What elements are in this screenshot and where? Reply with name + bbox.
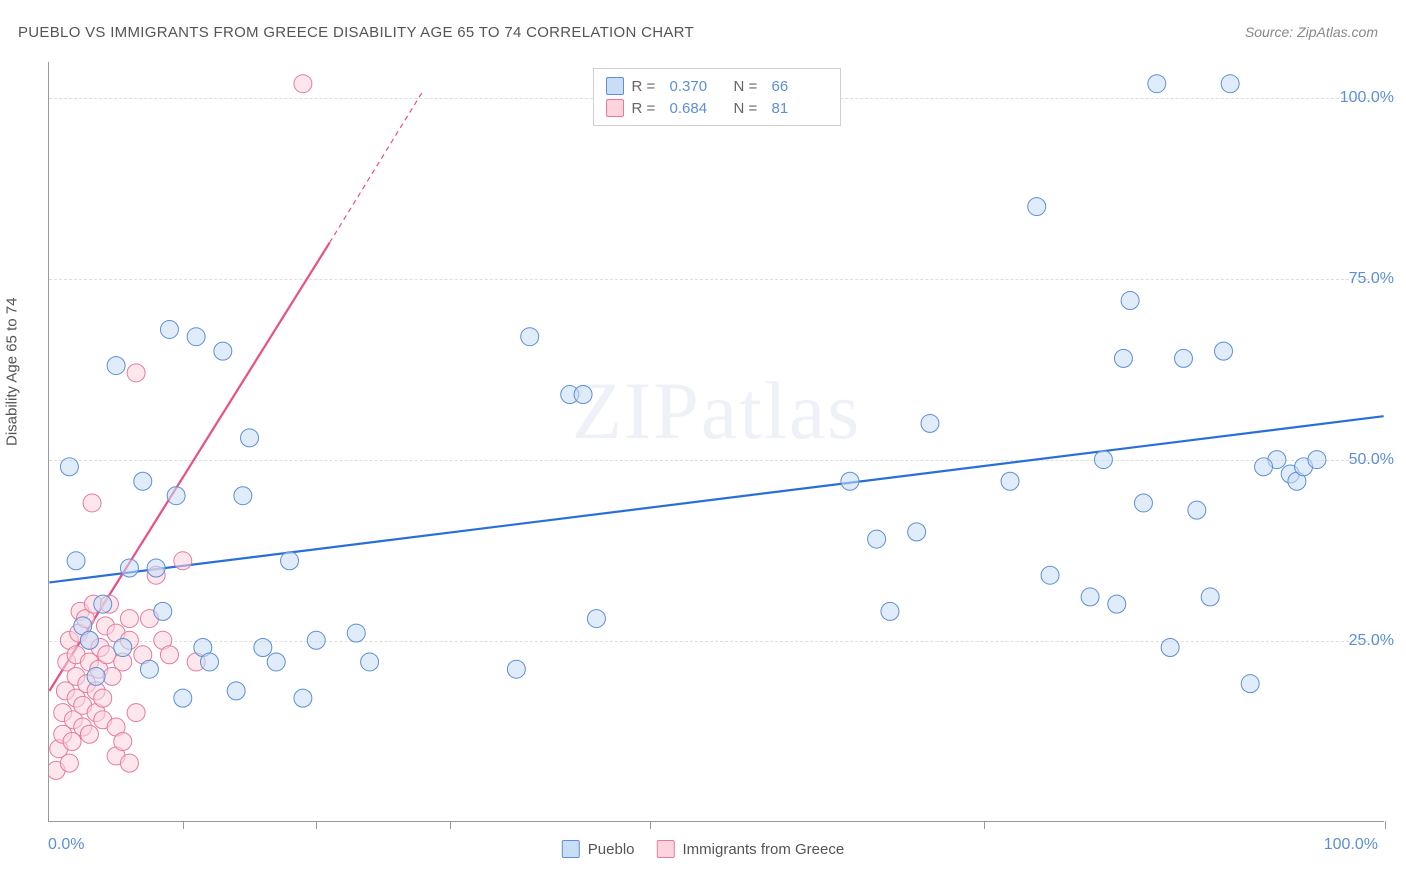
x-tick-max: 100.0%	[1324, 836, 1378, 854]
chart-area: ZIPatlas R = 0.370 N = 66 R = 0.684 N = …	[48, 62, 1384, 822]
legend-label-blue: Pueblo	[588, 841, 635, 858]
legend-swatch-pink	[606, 99, 624, 117]
scatter-plot	[49, 62, 1384, 821]
y-axis-label: Disability Age 65 to 74	[4, 298, 21, 446]
legend-swatch-blue	[606, 77, 624, 95]
x-tick-min: 0.0%	[48, 836, 84, 854]
legend-series: Pueblo Immigrants from Greece	[562, 840, 844, 858]
legend-stats: R = 0.370 N = 66 R = 0.684 N = 81	[593, 68, 841, 126]
chart-title: PUEBLO VS IMMIGRANTS FROM GREECE DISABIL…	[18, 24, 694, 41]
legend-swatch-blue-icon	[562, 840, 580, 858]
source-label: Source: ZipAtlas.com	[1245, 24, 1378, 40]
legend-label-pink: Immigrants from Greece	[683, 841, 845, 858]
legend-swatch-pink-icon	[657, 840, 675, 858]
